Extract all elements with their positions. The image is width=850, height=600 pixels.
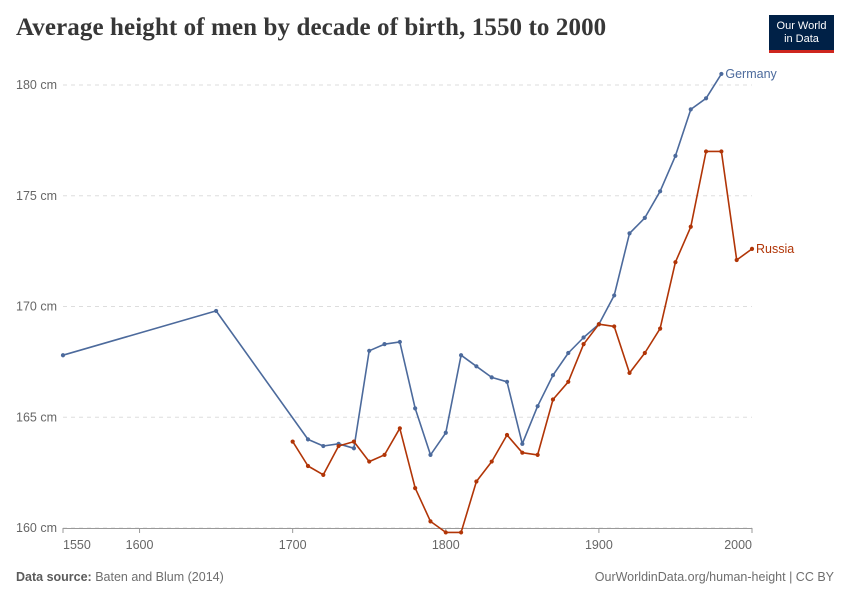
data-point[interactable] <box>581 342 586 347</box>
x-tick-label: 1600 <box>126 538 154 552</box>
data-point[interactable] <box>550 373 556 378</box>
data-point[interactable] <box>627 370 632 376</box>
chart-title: Average height of men by decade of birth… <box>16 14 607 41</box>
data-point[interactable] <box>214 308 219 314</box>
data-point[interactable] <box>749 246 755 252</box>
series-russia[interactable]: Russia <box>290 149 795 535</box>
data-point[interactable] <box>642 215 647 220</box>
data-point[interactable] <box>305 463 311 469</box>
data-point[interactable] <box>581 335 586 340</box>
data-point[interactable] <box>474 364 479 369</box>
y-tick-label: 175 cm <box>16 189 57 203</box>
data-point[interactable] <box>535 452 540 458</box>
data-source-text: Baten and Blum (2014) <box>95 570 224 584</box>
owid-logo[interactable]: Our World in Data <box>769 15 834 53</box>
data-point[interactable] <box>596 322 601 327</box>
data-point[interactable] <box>397 426 402 431</box>
series-germany[interactable]: Germany <box>60 67 778 458</box>
data-point[interactable] <box>413 486 418 491</box>
y-tick-label: 160 cm <box>16 521 57 535</box>
x-tick-label: 1700 <box>279 538 307 552</box>
series: Germany Russia <box>60 67 795 535</box>
data-point[interactable] <box>60 353 66 358</box>
data-point[interactable] <box>397 339 402 345</box>
logo-line-2: in Data <box>784 33 819 45</box>
data-point[interactable] <box>443 430 448 435</box>
data-point[interactable] <box>367 348 372 353</box>
data-point[interactable] <box>504 432 510 438</box>
data-point[interactable] <box>566 350 571 356</box>
data-point[interactable] <box>612 324 617 329</box>
data-point[interactable] <box>703 96 709 101</box>
x-tick-label: 1800 <box>432 538 460 552</box>
data-point[interactable] <box>382 452 387 458</box>
x-tick-label: 1550 <box>63 538 91 552</box>
data-point[interactable] <box>627 231 632 236</box>
data-point[interactable] <box>673 260 678 265</box>
data-point[interactable] <box>428 519 433 524</box>
data-point[interactable] <box>673 153 678 158</box>
data-point[interactable] <box>520 450 525 455</box>
data-point[interactable] <box>535 404 540 409</box>
data-point[interactable] <box>321 472 326 477</box>
data-point[interactable] <box>351 446 357 451</box>
data-point[interactable] <box>703 149 709 154</box>
data-point[interactable] <box>413 406 418 411</box>
x-tick-label: 2000 <box>724 538 752 552</box>
data-point[interactable] <box>305 437 311 442</box>
y-tick-label: 170 cm <box>16 300 57 314</box>
series-line[interactable] <box>292 150 753 534</box>
x-tick-label: 1900 <box>585 538 613 552</box>
logo-line-1: Our World <box>776 20 827 32</box>
data-point[interactable] <box>443 530 448 535</box>
data-point[interactable] <box>688 107 693 112</box>
data-point[interactable] <box>504 379 510 384</box>
data-point[interactable] <box>428 452 433 458</box>
data-point[interactable] <box>351 439 357 444</box>
data-source-label: Data source: <box>16 570 92 584</box>
axes: 160 cm 165 cm 170 cm 175 cm 180 cm 1550 1600 17… <box>16 78 753 552</box>
footer-url[interactable]: OurWorldinData.org/human-height | CC BY <box>594 570 834 584</box>
data-point[interactable] <box>734 257 739 263</box>
data-point[interactable] <box>321 443 326 449</box>
data-point[interactable] <box>719 71 724 77</box>
data-point[interactable] <box>458 353 464 358</box>
data-point[interactable] <box>566 379 571 384</box>
data-point[interactable] <box>489 375 494 380</box>
data-source: Data source: Baten and Blum (2014) <box>16 570 224 584</box>
series-label: Russia <box>756 242 794 256</box>
y-tick-label: 180 cm <box>16 78 57 92</box>
data-point[interactable] <box>458 530 464 535</box>
data-point[interactable] <box>336 443 341 449</box>
data-point[interactable] <box>688 224 693 229</box>
data-point[interactable] <box>520 441 525 446</box>
data-point[interactable] <box>658 326 663 331</box>
data-point[interactable] <box>489 459 494 464</box>
data-point[interactable] <box>612 293 617 298</box>
data-point[interactable] <box>367 459 372 464</box>
y-tick-label: 165 cm <box>16 410 57 424</box>
data-point[interactable] <box>474 479 479 484</box>
data-point[interactable] <box>658 189 663 194</box>
data-point[interactable] <box>290 439 295 444</box>
data-point[interactable] <box>550 397 556 402</box>
series-label: Germany <box>725 67 777 81</box>
data-point[interactable] <box>642 350 647 356</box>
series-line[interactable] <box>62 73 723 456</box>
data-point[interactable] <box>719 149 724 154</box>
grid-lines <box>63 84 752 529</box>
data-point[interactable] <box>382 342 387 347</box>
